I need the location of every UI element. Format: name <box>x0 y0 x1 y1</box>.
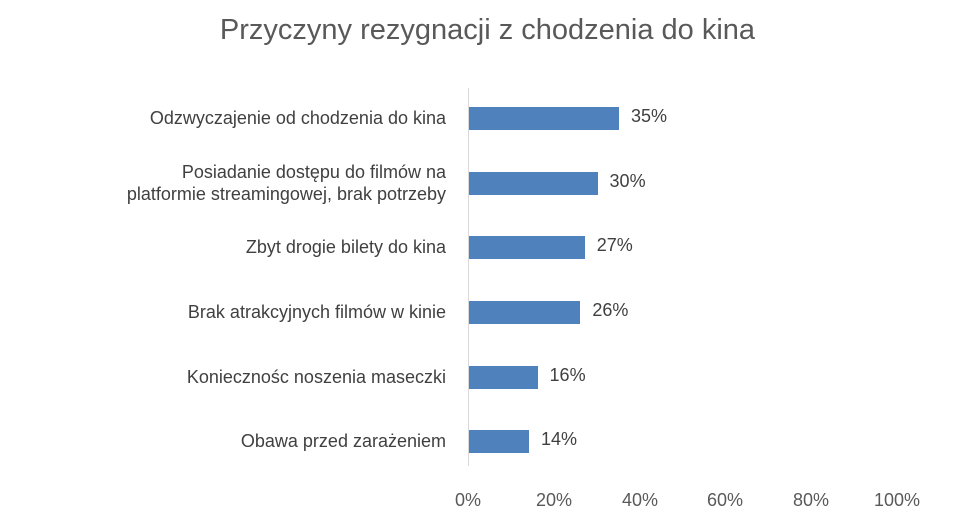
bar-row: Obawa przed zarażeniem 14% <box>0 421 975 461</box>
bar-row: Posiadanie dostępu do filmów na platformi… <box>0 162 975 204</box>
category-label: Odzwyczajenie od chodzenia do kina <box>149 108 446 128</box>
value-label: 27% <box>596 235 633 255</box>
x-tick-label: 40% <box>621 490 659 510</box>
x-tick-label: 80% <box>792 490 830 510</box>
category-label: Posiadanie dostępu do filmów na platformi… <box>126 162 446 204</box>
bar <box>469 236 585 259</box>
bar <box>469 366 538 389</box>
value-label: 16% <box>549 365 586 385</box>
x-tick-label: 100% <box>873 490 921 510</box>
value-label: 14% <box>540 429 578 449</box>
bar <box>469 172 598 195</box>
category-label: Obawa przed zarażeniem <box>240 431 446 451</box>
bar-row: Koniecznośc noszenia maseczki 16% <box>0 357 975 397</box>
category-label: Koniecznośc noszenia maseczki <box>186 367 446 387</box>
value-label: 30% <box>609 171 646 191</box>
bar <box>469 301 581 324</box>
value-label: 26% <box>592 300 629 320</box>
category-label: Zbyt drogie bilety do kina <box>245 237 446 257</box>
bar <box>469 107 619 130</box>
x-tick-label: 20% <box>535 490 573 510</box>
category-label: Brak atrakcyjnych filmów w kinie <box>187 302 446 322</box>
value-label: 35% <box>630 106 667 126</box>
x-tick-label: 0% <box>454 490 482 510</box>
bar <box>469 430 529 453</box>
chart-title: Przyczyny rezygnacji z chodzenia do kina <box>219 14 756 46</box>
bar-row: Odzwyczajenie od chodzenia do kina 35% <box>0 98 975 138</box>
bar-row: Brak atrakcyjnych filmów w kinie 26% <box>0 292 975 332</box>
bar-row: Zbyt drogie bilety do kina 27% <box>0 227 975 267</box>
x-tick-label: 60% <box>706 490 744 510</box>
y-axis-line <box>468 88 469 466</box>
